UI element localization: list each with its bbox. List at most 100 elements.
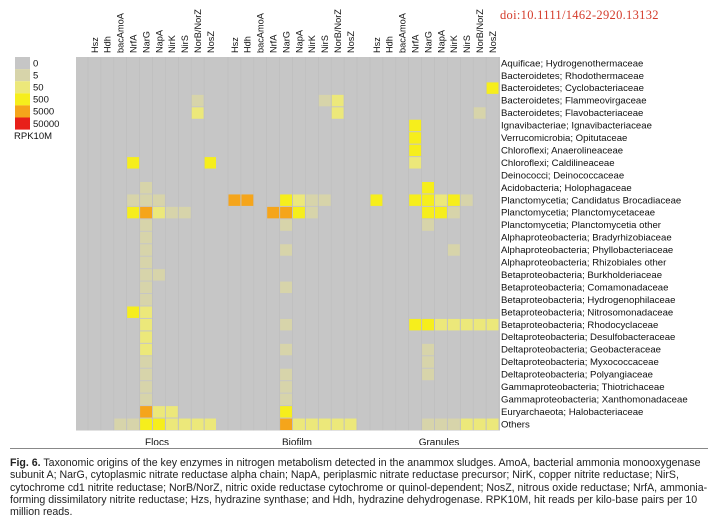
heat-cell-granules-r12-c4 [422, 206, 434, 219]
heat-cell-flocs-r8-c3 [127, 157, 140, 169]
heat-cell-flocs-r20-c3 [127, 306, 140, 318]
heat-cell-flocs-r17-c4 [140, 269, 152, 281]
column-header-hdh: Hdh [243, 36, 253, 53]
heat-cell-flocs-r29-c7 [178, 418, 191, 430]
heat-cell-flocs-r15-c4 [140, 244, 152, 256]
column-header-narg: NarG [423, 31, 433, 53]
column-header-nosz: NosZ [488, 31, 498, 53]
heat-cell-granules-r5-c3 [409, 119, 422, 132]
column-header-nosz: NosZ [206, 31, 216, 53]
heat-cell-flocs-r29-c4 [140, 418, 152, 430]
heat-cell-granules-r21-c7 [460, 318, 473, 331]
row-label: Betaproteobacteria; Burkholderiaceae [501, 270, 662, 281]
column-header-nosz: NosZ [346, 31, 356, 53]
panel-background [76, 57, 218, 431]
heat-cell-flocs-r8-c9 [204, 157, 217, 169]
heat-cell-flocs-r14-c4 [140, 231, 152, 244]
column-header-bacamoa: bacAmoA [256, 12, 266, 53]
heat-cell-biofilm-r11-c5 [293, 194, 305, 206]
heat-cell-biofilm-r3-c7 [318, 94, 331, 107]
heat-cell-flocs-r29-c5 [153, 418, 165, 430]
heat-cell-biofilm-r4-c8 [331, 107, 344, 119]
heat-cell-biofilm-r3-c8 [331, 94, 344, 107]
row-label: Deltaproteobacteria; Myxococcaceae [501, 357, 659, 368]
column-header-nrfa: NrfA [268, 34, 278, 53]
heat-cell-flocs-r18-c4 [140, 281, 152, 294]
heat-cell-biofilm-r12-c4 [280, 206, 292, 219]
heat-cell-flocs-r12-c4 [140, 206, 152, 219]
heat-cell-biofilm-r11-c7 [318, 194, 331, 206]
row-label: Chloroflexi; Caldilineaceae [501, 158, 615, 169]
heat-cell-granules-r6-c3 [409, 132, 422, 144]
heat-cell-flocs-r29-c9 [204, 418, 217, 430]
heat-cell-biofilm-r27-c4 [280, 393, 292, 406]
row-label: Planctomycetia; Planctomycetaceae [501, 208, 655, 219]
heat-cell-biofilm-r15-c4 [280, 244, 292, 256]
heat-cell-granules-r29-c5 [435, 418, 447, 430]
heat-cell-granules-r29-c8 [473, 418, 486, 430]
heat-cell-biofilm-r29-c5 [293, 418, 305, 430]
column-header-nirs: NirS [462, 35, 472, 53]
row-label: Betaproteobacteria; Comamonadaceae [501, 282, 668, 293]
row-label: Planctomycetia; Candidatus Brocadiaceae [501, 195, 681, 206]
heat-cell-biofilm-r29-c8 [331, 418, 344, 430]
legend-swatch-50 [15, 81, 30, 94]
column-header-napa: NapA [294, 29, 304, 53]
column-header-norb-norz: NorB/NorZ [333, 9, 343, 53]
heat-cell-granules-r11-c4 [422, 194, 434, 206]
heat-cell-biofilm-r12-c3 [267, 206, 280, 219]
doi-label[interactable]: doi:10.1111/1462-2920.13132 [500, 8, 659, 22]
row-label: Deinococci; Deinococcaceae [501, 170, 624, 181]
column-header-norb-norz: NorB/NorZ [475, 9, 485, 53]
heat-cell-granules-r29-c9 [486, 418, 499, 430]
row-label: Acidobacteria; Holophagaceae [501, 183, 632, 194]
row-label: Aquificae; Hydrogenothermaceae [501, 58, 643, 69]
heat-cell-flocs-r16-c4 [140, 256, 152, 269]
heat-cell-biofilm-r29-c9 [344, 418, 357, 430]
heat-cell-flocs-r13-c4 [140, 219, 152, 231]
heat-cell-granules-r13-c4 [422, 219, 434, 231]
heat-cell-biofilm-r11-c4 [280, 194, 292, 206]
legend-label-5000: 5000 [33, 107, 54, 118]
caption-text: Taxonomic origins of the key enzymes in … [10, 457, 708, 519]
heat-cell-granules-r24-c4 [422, 356, 434, 368]
row-label: Gammaproteobacteria; Xanthomonadaceae [501, 394, 688, 405]
legend-title: RPK10M [14, 131, 52, 142]
heat-cell-flocs-r26-c4 [140, 381, 152, 393]
heat-cell-flocs-r29-c6 [165, 418, 178, 430]
heat-cell-biofilm-r13-c4 [280, 219, 292, 231]
heat-cell-granules-r11-c0 [370, 194, 383, 206]
column-header-bacamoa: bacAmoA [398, 12, 408, 53]
panel-granules: Hsz Hdh bacAmoA NrfA NarG NapA NirK NirS NorB/No… [358, 9, 500, 445]
heat-cell-granules-r21-c8 [473, 318, 486, 331]
heat-cell-granules-r29-c4 [422, 418, 434, 430]
row-label: Bacteroidetes; Rhodothermaceae [501, 71, 644, 82]
row-label: Betaproteobacteria; Rhodocyclaceae [501, 320, 658, 331]
heat-cell-biofilm-r11-c1 [241, 194, 254, 206]
panel-label: Flocs [145, 438, 169, 446]
heat-cell-granules-r21-c6 [447, 318, 460, 331]
heat-cell-biofilm-r29-c6 [305, 418, 318, 430]
caption-label: Fig. 6. [10, 457, 41, 469]
column-header-napa: NapA [154, 29, 164, 53]
legend-swatch-50000 [15, 117, 30, 130]
heat-cell-granules-r11-c5 [435, 194, 447, 206]
column-header-nirs: NirS [180, 35, 190, 53]
heat-cell-flocs-r24-c4 [140, 356, 152, 368]
heat-cell-granules-r12-c6 [447, 206, 460, 219]
legend-label-0: 0 [33, 58, 38, 69]
heat-cell-flocs-r22-c4 [140, 331, 152, 343]
heat-cell-granules-r2-c9 [486, 82, 499, 94]
legend-label-50000: 50000 [33, 119, 59, 130]
legend-swatch-0 [15, 57, 30, 70]
column-header-nirk: NirK [307, 34, 317, 53]
heat-cell-flocs-r12-c6 [165, 206, 178, 219]
heat-cell-biofilm-r21-c4 [280, 318, 292, 331]
panel-biofilm: Hsz Hdh bacAmoA NrfA NarG NapA NirK NirS NorB/No… [216, 9, 358, 445]
heat-cell-flocs-r3-c8 [191, 94, 204, 107]
row-label: Planctomycetia; Planctomycetia other [501, 220, 662, 231]
legend-label-5: 5 [33, 70, 38, 81]
heat-cell-flocs-r20-c4 [140, 306, 152, 318]
heat-cell-flocs-r11-c4 [140, 194, 152, 206]
